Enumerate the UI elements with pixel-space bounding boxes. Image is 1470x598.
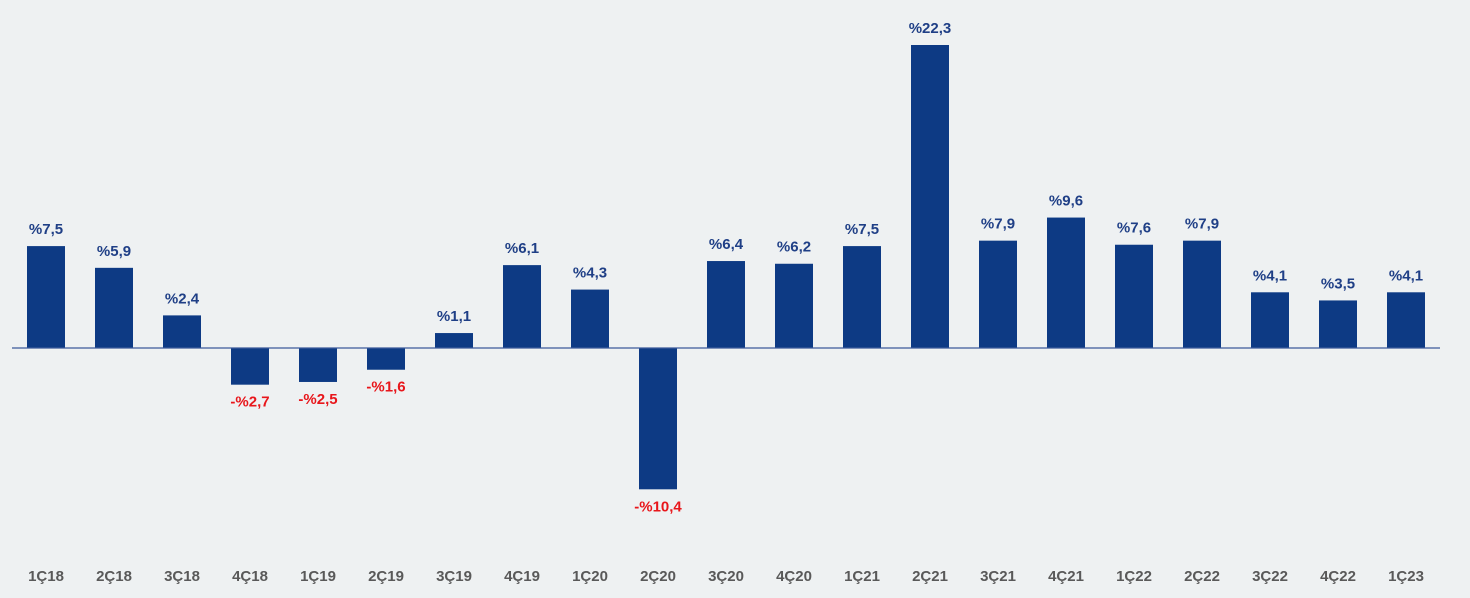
bar: [1047, 217, 1085, 348]
data-label: %1,1: [437, 308, 471, 325]
bar: [367, 348, 405, 370]
x-tick-label: 2Ç22: [1184, 568, 1220, 585]
x-tick-label: 4Ç18: [232, 568, 268, 585]
x-tick-label: 2Ç18: [96, 568, 132, 585]
bar: [163, 315, 201, 348]
bar: [95, 267, 133, 348]
bar: [639, 348, 677, 490]
data-label: %2,4: [165, 290, 200, 307]
data-label: %7,9: [1185, 216, 1219, 233]
data-label: -%2,5: [298, 391, 337, 408]
x-tick-label: 3Ç22: [1252, 568, 1288, 585]
data-label: %9,6: [1049, 193, 1083, 210]
bar: [1319, 300, 1357, 348]
bar: [911, 45, 949, 348]
x-tick-label: 3Ç20: [708, 568, 744, 585]
data-label: %5,9: [97, 243, 131, 260]
x-tick-label: 1Ç21: [844, 568, 880, 585]
x-tick-label: 4Ç22: [1320, 568, 1356, 585]
bar: [979, 240, 1017, 348]
x-tick-label: 3Ç21: [980, 568, 1016, 585]
bar: [571, 289, 609, 348]
bar: [27, 246, 65, 348]
bar: [299, 348, 337, 382]
bar: [1115, 244, 1153, 348]
x-tick-label: 1Ç23: [1388, 568, 1424, 585]
x-tick-label: 4Ç19: [504, 568, 540, 585]
bar: [843, 246, 881, 348]
data-label: %4,1: [1253, 267, 1287, 284]
x-tick-label: 1Ç19: [300, 568, 336, 585]
x-tick-label: 3Ç19: [436, 568, 472, 585]
x-tick-label: 1Ç22: [1116, 568, 1152, 585]
data-label: %7,5: [29, 221, 63, 238]
bar: [1387, 292, 1425, 348]
x-tick-label: 2Ç19: [368, 568, 404, 585]
x-tick-label: 4Ç20: [776, 568, 812, 585]
data-label: %6,2: [777, 239, 811, 256]
x-tick-label: 2Ç20: [640, 568, 676, 585]
data-label: %6,1: [505, 240, 539, 257]
x-tick-label: 4Ç21: [1048, 568, 1084, 585]
data-label: %3,5: [1321, 275, 1355, 292]
data-label: %4,1: [1389, 267, 1423, 284]
x-tick-label: 1Ç20: [572, 568, 608, 585]
bar: [503, 265, 541, 348]
data-label: -%2,7: [230, 394, 269, 411]
x-tick-label: 1Ç18: [28, 568, 64, 585]
bar: [707, 261, 745, 348]
data-label: -%1,6: [366, 379, 405, 396]
x-tick-label: 2Ç21: [912, 568, 948, 585]
data-label: %7,6: [1117, 220, 1151, 237]
data-label: %7,9: [981, 216, 1015, 233]
data-label: %6,4: [709, 236, 744, 253]
bar: [1183, 240, 1221, 348]
data-label: -%10,4: [634, 498, 682, 515]
bar: [435, 333, 473, 348]
bar: [775, 263, 813, 348]
data-label: %4,3: [573, 265, 607, 282]
data-label: %7,5: [845, 221, 879, 238]
bar: [1251, 292, 1289, 348]
data-label: %22,3: [909, 20, 952, 37]
x-tick-label: 3Ç18: [164, 568, 200, 585]
bar: [231, 348, 269, 385]
